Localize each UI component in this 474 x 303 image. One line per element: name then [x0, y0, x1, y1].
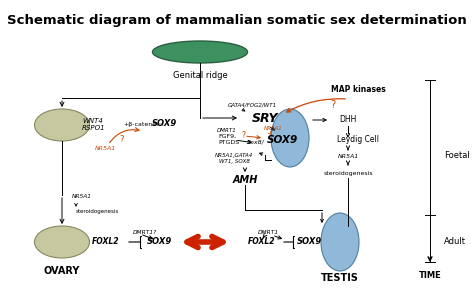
Ellipse shape	[271, 109, 309, 167]
Text: NR5A1: NR5A1	[337, 155, 359, 159]
Text: SOX9: SOX9	[266, 135, 298, 145]
Ellipse shape	[321, 213, 359, 271]
Text: DMRT1: DMRT1	[217, 128, 237, 132]
Text: TESTIS: TESTIS	[321, 273, 359, 283]
Text: +β-catenin⊣: +β-catenin⊣	[123, 122, 164, 127]
Text: FOXL2: FOXL2	[248, 238, 276, 247]
Text: DHH: DHH	[339, 115, 357, 125]
Text: steroidogenesis: steroidogenesis	[323, 171, 373, 175]
Text: Sox8/: Sox8/	[247, 139, 265, 145]
Text: NR5A1: NR5A1	[95, 145, 116, 151]
Ellipse shape	[35, 109, 90, 141]
Text: ?: ?	[241, 132, 245, 141]
Text: steroidogenesis: steroidogenesis	[76, 209, 119, 215]
Text: FGF9,: FGF9,	[218, 134, 236, 138]
Text: Foetal: Foetal	[444, 151, 470, 159]
Text: MAP kinases: MAP kinases	[331, 85, 385, 95]
Text: PTGDS: PTGDS	[218, 139, 239, 145]
Text: GATA4/FOG2/WT1: GATA4/FOG2/WT1	[228, 102, 277, 108]
Ellipse shape	[35, 226, 90, 258]
Text: SOX9: SOX9	[297, 238, 323, 247]
Text: ?: ?	[330, 100, 336, 110]
Text: AMH: AMH	[232, 175, 258, 185]
Text: SOX9: SOX9	[152, 119, 178, 128]
Text: SRY: SRY	[252, 112, 278, 125]
Text: WT1, SOX8: WT1, SOX8	[219, 159, 249, 165]
Text: NR5A1: NR5A1	[264, 125, 283, 131]
Text: WNT4: WNT4	[82, 118, 103, 124]
Text: Leydig Cell: Leydig Cell	[337, 135, 379, 145]
Text: OVARY: OVARY	[44, 266, 80, 276]
Text: Schematic diagram of mammalian somatic sex determination: Schematic diagram of mammalian somatic s…	[7, 14, 467, 27]
Ellipse shape	[153, 41, 247, 63]
Text: DMRT1: DMRT1	[258, 229, 279, 235]
Text: SOX9: SOX9	[147, 238, 173, 247]
Text: Adult: Adult	[444, 238, 466, 247]
Text: NR5A1,GATA4: NR5A1,GATA4	[215, 152, 253, 158]
Text: FOXL2: FOXL2	[92, 238, 120, 247]
Text: NR5A1: NR5A1	[72, 195, 92, 199]
Text: ?: ?	[120, 135, 124, 144]
Text: DMRT1?: DMRT1?	[133, 229, 157, 235]
Text: RSPO1: RSPO1	[82, 125, 106, 131]
Text: TIME: TIME	[419, 271, 441, 279]
Text: Genital ridge: Genital ridge	[173, 71, 228, 79]
